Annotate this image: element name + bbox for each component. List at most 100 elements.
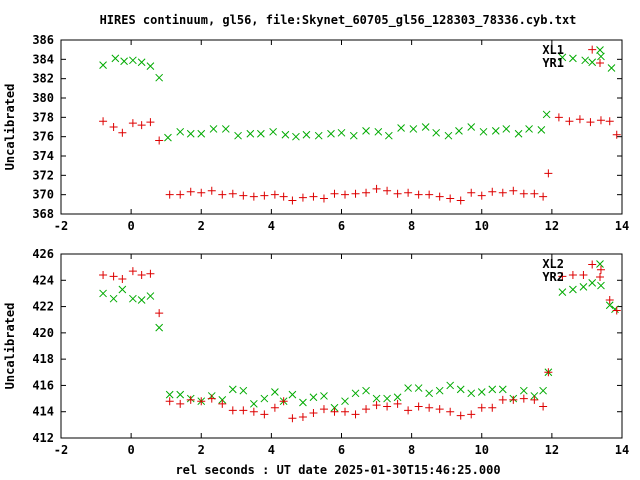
data-point — [111, 54, 120, 63]
data-point — [446, 407, 455, 416]
data-point — [597, 52, 605, 61]
top-x-tick-label: 14 — [615, 219, 629, 233]
data-point — [118, 128, 127, 137]
data-point — [539, 402, 548, 411]
data-point — [99, 117, 108, 126]
data-point — [444, 131, 453, 140]
data-point — [146, 292, 155, 300]
data-point — [146, 269, 155, 278]
data-point — [228, 385, 237, 394]
data-point — [234, 131, 242, 140]
data-point — [488, 385, 497, 394]
data-point — [99, 289, 107, 298]
data-point — [128, 267, 137, 276]
data-point — [207, 186, 216, 195]
data-point — [519, 394, 528, 403]
bottom-y-tick-label: 416 — [32, 378, 54, 392]
data-point — [186, 395, 195, 404]
bottom-x-tick-label: 14 — [615, 443, 629, 457]
bottom-x-tick-label: 2 — [198, 443, 205, 457]
data-point — [155, 73, 164, 82]
data-point — [588, 260, 597, 269]
bottom-y-tick-label: 424 — [32, 273, 54, 287]
data-point — [605, 301, 614, 310]
data-point — [207, 394, 216, 403]
data-point — [514, 129, 523, 138]
top-y-tick-label: 374 — [32, 149, 54, 163]
data-point — [605, 296, 614, 304]
data-point — [186, 129, 195, 138]
data-point — [228, 189, 237, 198]
bottom-series-yr2 — [99, 260, 621, 423]
data-point — [393, 189, 402, 198]
data-point — [341, 190, 350, 199]
data-point — [249, 407, 258, 416]
data-point — [544, 368, 553, 377]
top-series-yr1 — [99, 45, 621, 205]
data-point — [146, 118, 155, 127]
data-point — [218, 190, 227, 199]
bottom-x-tick-label: -2 — [54, 443, 68, 457]
data-point — [558, 53, 567, 62]
data-point — [279, 192, 288, 201]
data-point — [488, 187, 497, 196]
data-point — [596, 265, 605, 274]
data-point — [414, 384, 423, 392]
data-point — [221, 125, 230, 133]
data-point — [257, 129, 265, 138]
data-point — [498, 395, 507, 404]
data-point — [568, 271, 577, 280]
data-point — [544, 169, 553, 178]
data-point — [491, 127, 500, 135]
data-point — [588, 45, 597, 54]
bottom-x-tick-label: 8 — [408, 443, 415, 457]
data-point — [309, 192, 318, 201]
data-point — [319, 194, 328, 203]
top-x-tick-label: 4 — [268, 219, 275, 233]
data-point — [414, 190, 423, 199]
data-point — [421, 123, 430, 131]
data-point — [197, 129, 206, 138]
data-point — [128, 119, 137, 128]
data-point — [383, 402, 392, 411]
top-y-tick-label: 384 — [32, 52, 54, 66]
data-point — [197, 397, 206, 406]
data-point — [314, 131, 323, 140]
bottom-y-tick-label: 412 — [32, 431, 54, 445]
data-point — [498, 188, 507, 197]
x-axis-label: rel seconds : UT date 2025-01-30T15:46:2… — [175, 463, 500, 477]
data-point — [530, 395, 539, 404]
data-point — [165, 390, 174, 399]
top-y-axis-label: Uncalibrated — [3, 84, 17, 171]
data-point — [239, 191, 248, 200]
data-point — [446, 381, 455, 390]
data-point — [383, 394, 391, 403]
data-point — [542, 110, 551, 119]
data-point — [239, 386, 248, 395]
data-point — [109, 123, 118, 131]
top-series-xl1 — [99, 52, 616, 142]
data-point — [186, 187, 195, 196]
data-point — [288, 390, 297, 399]
data-point — [456, 385, 465, 394]
data-point — [597, 281, 605, 290]
data-point — [137, 58, 146, 67]
data-point — [409, 125, 418, 133]
bottom-x-tick-label: 10 — [475, 443, 489, 457]
data-point — [362, 127, 370, 135]
data-point — [309, 393, 318, 402]
data-point — [414, 402, 423, 411]
data-point — [404, 188, 413, 197]
bottom-legend-marker-xl2 — [596, 260, 604, 268]
data-point — [393, 393, 402, 402]
data-point — [197, 188, 206, 197]
bottom-x-tick-label: 4 — [268, 443, 275, 457]
data-point — [581, 56, 590, 65]
top-x-tick-label: 6 — [338, 219, 345, 233]
data-point — [467, 389, 476, 398]
data-point — [432, 128, 441, 137]
data-point — [292, 132, 300, 141]
data-point — [137, 271, 146, 280]
data-point — [372, 394, 381, 403]
data-point — [249, 399, 258, 408]
